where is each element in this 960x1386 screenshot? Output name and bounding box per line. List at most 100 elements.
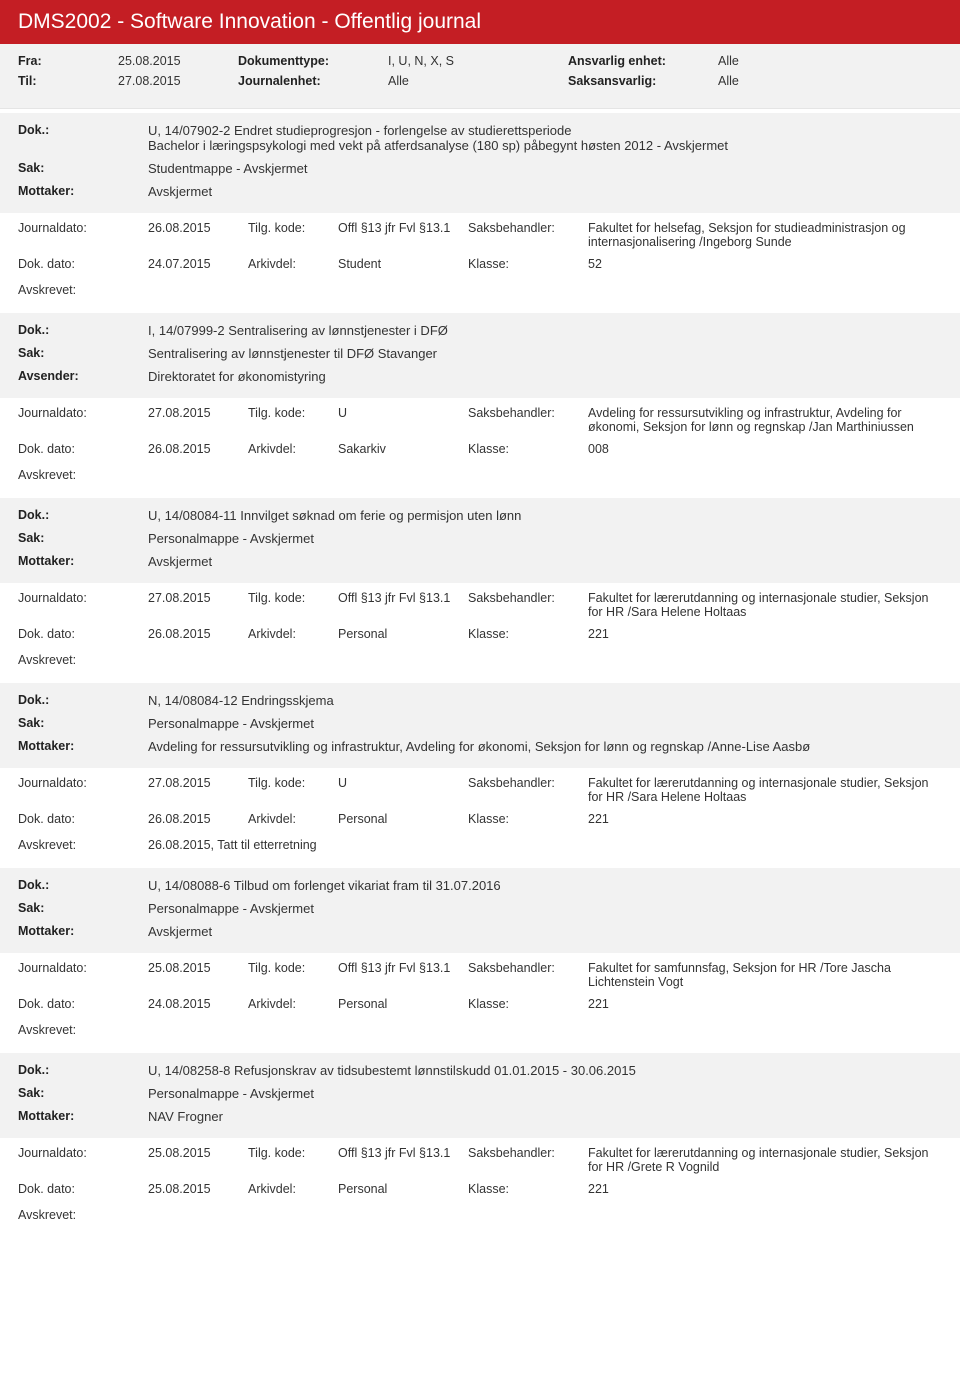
arkivdel-value: Personal — [338, 812, 468, 826]
journaldato-value: 27.08.2015 — [148, 406, 248, 420]
dokdato-label: Dok. dato: — [18, 997, 148, 1011]
meta-row: Journaldato:25.08.2015Tilg. kode:Offl §1… — [0, 953, 960, 993]
sak-value: Personalmappe - Avskjermet — [148, 1086, 942, 1101]
entry-info-block: Dok.:U, 14/08084-11 Innvilget søknad om … — [0, 498, 960, 583]
dokumenttype-label: Dokumenttype: — [238, 54, 388, 68]
journal-entry: Dok.:U, 14/07902-2 Endret studieprogresj… — [0, 109, 960, 309]
dokdato-value: 26.08.2015 — [148, 812, 248, 826]
klasse-label: Klasse: — [468, 627, 588, 641]
avskrevet-row: Avskrevet: — [0, 1204, 960, 1228]
klasse-value: 221 — [588, 1182, 942, 1196]
dokdato-value: 25.08.2015 — [148, 1182, 248, 1196]
meta-row: Journaldato:27.08.2015Tilg. kode:USaksbe… — [0, 398, 960, 438]
dokdato-label: Dok. dato: — [18, 812, 148, 826]
dokdato-value: 26.08.2015 — [148, 627, 248, 641]
journal-entry: Dok.:N, 14/08084-12 EndringsskjemaSak:Pe… — [0, 679, 960, 864]
entry-info-block: Dok.:N, 14/08084-12 EndringsskjemaSak:Pe… — [0, 683, 960, 768]
saksbehandler-value: Fakultet for lærerutdanning og internasj… — [588, 591, 942, 619]
til-value: 27.08.2015 — [118, 74, 238, 88]
klasse-label: Klasse: — [468, 1182, 588, 1196]
saksbehandler-label: Saksbehandler: — [468, 776, 588, 790]
saksbehandler-value: Fakultet for samfunnsfag, Seksjon for HR… — [588, 961, 942, 989]
fra-label: Fra: — [18, 54, 118, 68]
party-value: Avskjermet — [148, 924, 942, 939]
meta-row: Journaldato:27.08.2015Tilg. kode:Offl §1… — [0, 583, 960, 623]
tilgkode-value: Offl §13 jfr Fvl §13.1 — [338, 961, 468, 975]
dokdato-value: 24.08.2015 — [148, 997, 248, 1011]
tilgkode-value: U — [338, 776, 468, 790]
avskrevet-row: Avskrevet: — [0, 464, 960, 488]
saksansvarlig-value: Alle — [718, 74, 739, 88]
sak-value: Studentmappe - Avskjermet — [148, 161, 942, 176]
dok-label: Dok.: — [18, 508, 148, 523]
arkivdel-value: Personal — [338, 1182, 468, 1196]
filter-section: Fra: 25.08.2015 Dokumenttype: I, U, N, X… — [0, 44, 960, 109]
klasse-label: Klasse: — [468, 442, 588, 456]
avskrevet-label: Avskrevet: — [18, 653, 148, 667]
journaldato-label: Journaldato: — [18, 1146, 148, 1160]
arkivdel-label: Arkivdel: — [248, 997, 338, 1011]
filter-row-2: Til: 27.08.2015 Journalenhet: Alle Saksa… — [18, 74, 942, 88]
avskrevet-row: Avskrevet:26.08.2015, Tatt til etterretn… — [0, 834, 960, 858]
tilgkode-label: Tilg. kode: — [248, 961, 338, 975]
journaldato-label: Journaldato: — [18, 776, 148, 790]
arkivdel-label: Arkivdel: — [248, 257, 338, 271]
til-label: Til: — [18, 74, 118, 88]
ansvarlig-enhet-value: Alle — [718, 54, 739, 68]
sak-value: Sentralisering av lønnstjenester til DFØ… — [148, 346, 942, 361]
saksbehandler-label: Saksbehandler: — [468, 1146, 588, 1160]
entry-info-block: Dok.:I, 14/07999-2 Sentralisering av løn… — [0, 313, 960, 398]
dok-label: Dok.: — [18, 123, 148, 153]
tilgkode-label: Tilg. kode: — [248, 776, 338, 790]
party-value: Avskjermet — [148, 554, 942, 569]
dok-label: Dok.: — [18, 323, 148, 338]
avskrevet-label: Avskrevet: — [18, 838, 148, 852]
tilgkode-label: Tilg. kode: — [248, 1146, 338, 1160]
meta-row: Dok. dato:26.08.2015Arkivdel:SakarkivKla… — [0, 438, 960, 464]
journaldato-value: 25.08.2015 — [148, 1146, 248, 1160]
journaldato-value: 27.08.2015 — [148, 591, 248, 605]
sak-label: Sak: — [18, 346, 148, 361]
journalenhet-label: Journalenhet: — [238, 74, 388, 88]
klasse-value: 221 — [588, 997, 942, 1011]
saksansvarlig-label: Saksansvarlig: — [568, 74, 718, 88]
dok-value: I, 14/07999-2 Sentralisering av lønnstje… — [148, 323, 942, 338]
dokdato-value: 24.07.2015 — [148, 257, 248, 271]
klasse-value: 221 — [588, 812, 942, 826]
party-label: Mottaker: — [18, 554, 148, 569]
saksbehandler-label: Saksbehandler: — [468, 591, 588, 605]
klasse-value: 008 — [588, 442, 942, 456]
avskrevet-label: Avskrevet: — [18, 283, 148, 297]
filter-row-1: Fra: 25.08.2015 Dokumenttype: I, U, N, X… — [18, 54, 942, 68]
meta-row: Journaldato:25.08.2015Tilg. kode:Offl §1… — [0, 1138, 960, 1178]
tilgkode-value: Offl §13 jfr Fvl §13.1 — [338, 591, 468, 605]
page-header: DMS2002 - Software Innovation - Offentli… — [0, 0, 960, 44]
party-value: Avdeling for ressursutvikling og infrast… — [148, 739, 942, 754]
avskrevet-label: Avskrevet: — [18, 468, 148, 482]
meta-row: Dok. dato:25.08.2015Arkivdel:PersonalKla… — [0, 1178, 960, 1204]
saksbehandler-label: Saksbehandler: — [468, 961, 588, 975]
entries-container: Dok.:U, 14/07902-2 Endret studieprogresj… — [0, 109, 960, 1234]
meta-row: Dok. dato:24.08.2015Arkivdel:PersonalKla… — [0, 993, 960, 1019]
arkivdel-value: Personal — [338, 627, 468, 641]
sak-value: Personalmappe - Avskjermet — [148, 531, 942, 546]
journalenhet-value: Alle — [388, 74, 568, 88]
party-value: Avskjermet — [148, 184, 942, 199]
journaldato-label: Journaldato: — [18, 221, 148, 235]
tilgkode-value: Offl §13 jfr Fvl §13.1 — [338, 1146, 468, 1160]
tilgkode-value: Offl §13 jfr Fvl §13.1 — [338, 221, 468, 235]
klasse-label: Klasse: — [468, 997, 588, 1011]
journaldato-label: Journaldato: — [18, 406, 148, 420]
dokdato-label: Dok. dato: — [18, 442, 148, 456]
dok-label: Dok.: — [18, 878, 148, 893]
avskrevet-row: Avskrevet: — [0, 649, 960, 673]
tilgkode-value: U — [338, 406, 468, 420]
dok-value: U, 14/08088-6 Tilbud om forlenget vikari… — [148, 878, 942, 893]
dokdato-label: Dok. dato: — [18, 1182, 148, 1196]
fra-value: 25.08.2015 — [118, 54, 238, 68]
arkivdel-label: Arkivdel: — [248, 812, 338, 826]
tilgkode-label: Tilg. kode: — [248, 406, 338, 420]
meta-row: Dok. dato:26.08.2015Arkivdel:PersonalKla… — [0, 623, 960, 649]
arkivdel-value: Student — [338, 257, 468, 271]
avskrevet-row: Avskrevet: — [0, 279, 960, 303]
